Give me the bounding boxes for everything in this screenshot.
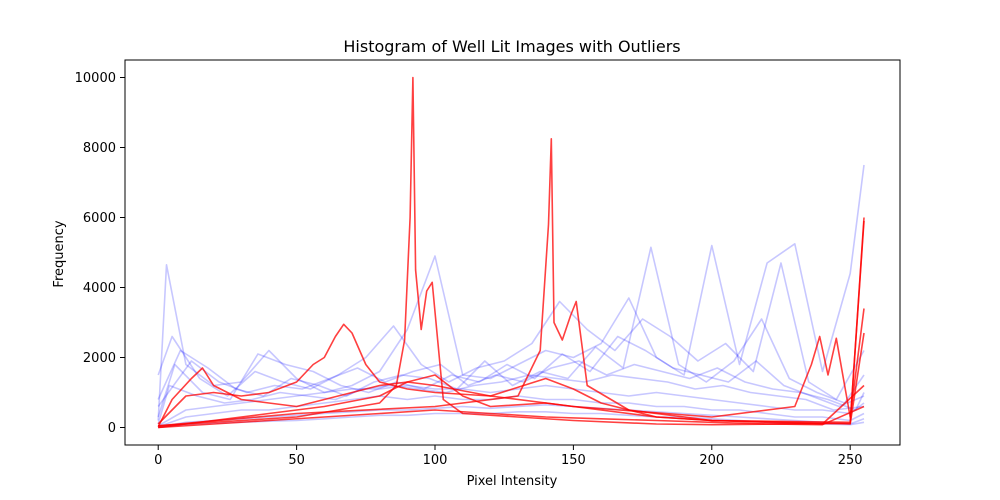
x-tick-label: 200: [699, 453, 724, 468]
normal-series-line-2: [157, 246, 865, 404]
plot-area: [124, 59, 901, 446]
outlier-series-line-4: [158, 374, 865, 429]
y-tick-label: 0: [108, 421, 116, 436]
y-axis: 0 2000 4000 6000 8000 10000: [75, 71, 125, 436]
x-tick-label: 50: [288, 453, 305, 468]
normal-series-line-1: [157, 262, 865, 401]
x-tick-label: 250: [838, 453, 863, 468]
normal-series-line-7: [158, 403, 865, 428]
normal-series-line-5: [157, 384, 865, 427]
x-tick-label: 150: [561, 453, 586, 468]
outlier-series-line-2: [157, 308, 865, 425]
y-axis-label: Frequency: [52, 220, 67, 287]
plot-frame: [124, 59, 901, 446]
normal-series-line-3: [157, 335, 865, 418]
normal-series-line-4: [157, 374, 865, 425]
y-tick-label: 10000: [75, 71, 116, 86]
chart-title: Histogram of Well Lit Images with Outlie…: [343, 37, 680, 56]
y-tick-label: 2000: [83, 351, 116, 366]
series-layer: [157, 76, 865, 429]
normal-series-line-0: [157, 164, 865, 421]
outlier-series-line-5: [158, 405, 865, 429]
y-tick-label: 4000: [83, 281, 116, 296]
x-axis-label: Pixel Intensity: [467, 474, 558, 489]
x-tick-label: 0: [154, 453, 162, 468]
y-tick-label: 6000: [83, 211, 116, 226]
y-tick-label: 8000: [83, 141, 116, 156]
x-tick-label: 100: [423, 453, 448, 468]
x-axis: 0 50 100 150 200 250: [154, 445, 863, 468]
